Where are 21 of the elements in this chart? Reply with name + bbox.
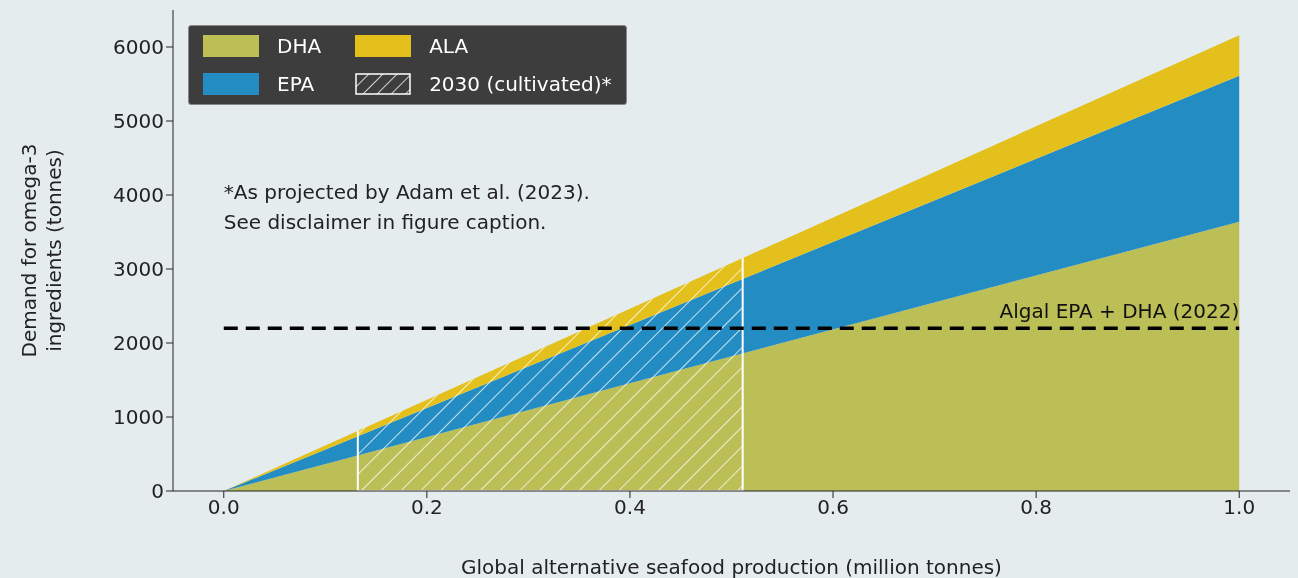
x-tick-label: 0.6 [817, 495, 849, 520]
y-tick-label: 5000 [113, 109, 164, 134]
y-tick-label: 3000 [113, 257, 164, 282]
y-tick-label: 2000 [113, 331, 164, 356]
legend-label: EPA [277, 72, 315, 96]
legend-label: DHA [277, 34, 322, 58]
x-tick-label: 0.8 [1020, 495, 1053, 520]
x-tick-label: 0.4 [614, 495, 646, 520]
annotation: *As projected by Adam et al. (2023). See disclaimer in figure caption. [223, 179, 590, 234]
x-tick-label: 0.0 [207, 495, 240, 520]
x-tick-label: 0.2 [410, 495, 443, 520]
x-tick-label: 1.0 [1223, 495, 1256, 520]
y-tick-label: 0 [151, 479, 164, 504]
x-axis-title: Global alternative seafood production (million tonnes) [461, 555, 1002, 578]
y-tick-label: 1000 [113, 405, 164, 430]
y-tick-label: 4000 [113, 183, 164, 208]
band-label: 2030 (cultivated)* [429, 72, 612, 96]
y-tick-label: 6000 [113, 35, 164, 60]
y-axis-title: Demand for omega-3 ingredients (tonnes) [17, 143, 66, 358]
ref-line-label: Algal EPA + DHA (2022) [999, 299, 1240, 324]
legend-label: ALA [429, 34, 469, 58]
